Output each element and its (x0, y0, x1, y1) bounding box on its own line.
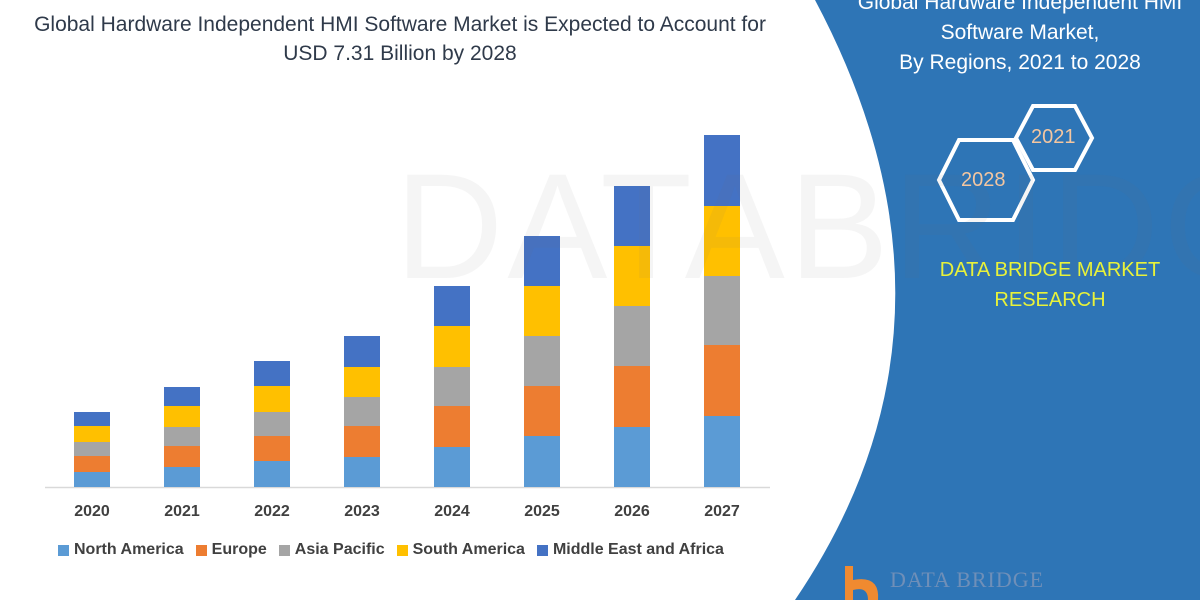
legend-swatch (396, 544, 408, 556)
bar-segment-2025-asia-pacific (524, 336, 560, 386)
x-tick-label: 2020 (74, 503, 110, 520)
bar-segment-2020-europe (74, 456, 110, 472)
bar-segment-2020-middle-east-and-africa (74, 412, 110, 426)
legend-label: Middle East and Africa (552, 541, 724, 558)
bar-segment-2023-north-america (344, 457, 380, 487)
bar-segment-2026-asia-pacific (614, 306, 650, 366)
bar-segment-2025-europe (524, 386, 560, 436)
side-title-line: Global Hardware Independent HMI (857, 0, 1183, 14)
legend-swatch (58, 544, 69, 556)
x-tick-label: 2026 (614, 503, 650, 520)
bar-segment-2026-south-america (614, 246, 650, 306)
bar-segment-2020-north-america (74, 472, 110, 487)
bar-segment-2024-asia-pacific (434, 367, 470, 406)
bar-segment-2026-middle-east-and-africa (614, 186, 650, 246)
legend-swatch (195, 544, 207, 556)
bar-segment-2027-middle-east-and-africa (704, 135, 740, 206)
brand-text: DATA BRIDGE MARKET RESEARCH (900, 255, 1200, 315)
legend-item: Asia Pacific (278, 541, 385, 559)
legend-label: North America (74, 541, 184, 558)
legend-label: Europe (211, 541, 267, 558)
bar-segment-2024-middle-east-and-africa (434, 286, 470, 326)
bar-segment-2021-north-america (164, 467, 200, 487)
bar-segment-2024-north-america (434, 447, 470, 487)
hexagon-2021 (1013, 104, 1095, 172)
logo-text: DATA BRIDGE (890, 567, 1045, 592)
bar-segment-2021-asia-pacific (164, 427, 200, 446)
bar-segment-2027-europe (704, 345, 740, 416)
bar-segment-2027-south-america (704, 206, 740, 276)
legend-item: Middle East and Africa (536, 541, 724, 559)
brand-line: RESEARCH (994, 289, 1106, 311)
bar-segment-2021-south-america (164, 406, 200, 427)
bar-segment-2022-asia-pacific (254, 412, 290, 436)
legend-swatch (536, 544, 548, 556)
bar-segment-2021-middle-east-and-africa (164, 387, 200, 406)
legend-label: Asia Pacific (294, 541, 385, 558)
bar-segment-2025-south-america (524, 286, 560, 336)
x-tick-label: 2023 (344, 503, 380, 520)
bar-segment-2020-south-america (74, 426, 110, 442)
hex-year-2028: 2028 (961, 169, 1006, 191)
bar-segment-2022-north-america (254, 461, 290, 487)
bar-segment-2027-asia-pacific (704, 276, 740, 345)
bar-segment-2026-north-america (614, 427, 650, 487)
bar-segment-2025-north-america (524, 436, 560, 487)
x-tick-label: 2025 (524, 503, 560, 520)
bar-segment-2023-middle-east-and-africa (344, 336, 380, 367)
bar-segment-2024-south-america (434, 326, 470, 367)
bar-segment-2022-south-america (254, 386, 290, 412)
legend-item: North America (58, 541, 184, 559)
bar-segment-2020-asia-pacific (74, 442, 110, 456)
blue-side-panel (795, 0, 1200, 600)
hex-year-2021: 2021 (1031, 126, 1076, 148)
x-tick-label: 2022 (254, 503, 290, 520)
bar-segment-2024-europe (434, 406, 470, 447)
bar-segment-2023-asia-pacific (344, 397, 380, 426)
bar-segment-2023-south-america (344, 367, 380, 397)
bar-segment-2022-middle-east-and-africa (254, 361, 290, 386)
legend-swatch (278, 544, 290, 556)
bar-segment-2023-europe (344, 426, 380, 457)
bar-segment-2027-north-america (704, 416, 740, 487)
side-title-line: By Regions, 2021 to 2028 (899, 51, 1141, 74)
x-tick-label: 2024 (434, 503, 470, 520)
brand-line: DATA BRIDGE MARKET (939, 259, 1161, 281)
x-tick-label: 2027 (704, 503, 740, 520)
hexagon-2028 (936, 138, 1036, 222)
side-panel-title: Global Hardware Independent HMI Software… (820, 0, 1200, 78)
logo-mark (845, 566, 879, 600)
legend-item: South America (396, 541, 525, 559)
chart-title: Global Hardware Independent HMI Software… (34, 13, 766, 65)
x-tick-label: 2021 (164, 503, 200, 520)
bar-segment-2025-middle-east-and-africa (524, 236, 560, 286)
bar-segment-2021-europe (164, 446, 200, 467)
bar-segment-2026-europe (614, 366, 650, 427)
legend: North America Europe Asia Pacific South Ame… (58, 541, 724, 559)
bar-segment-2022-europe (254, 436, 290, 461)
side-title-line: Software Market, (940, 21, 1100, 44)
legend-item: Europe (195, 541, 267, 559)
legend-label: South America (412, 541, 525, 558)
